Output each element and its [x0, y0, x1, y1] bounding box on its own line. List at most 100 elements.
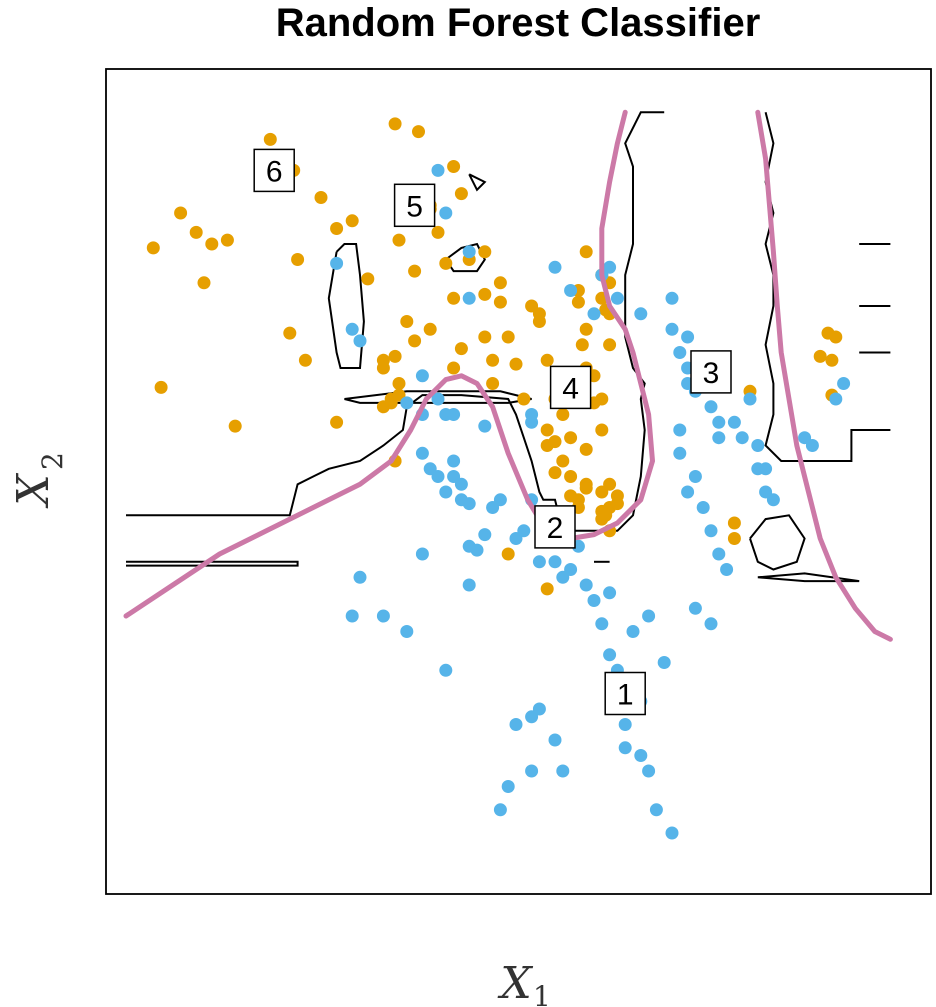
point-orange-1 [154, 380, 168, 394]
point-orange-48 [486, 377, 500, 390]
point-blue-74 [603, 260, 617, 274]
point-orange-75 [603, 477, 617, 491]
point-orange-21 [392, 377, 406, 390]
point-blue-106 [712, 547, 726, 561]
point-blue-56 [556, 764, 570, 778]
point-orange-86 [579, 245, 593, 259]
point-orange-13 [314, 191, 328, 204]
point-orange-104 [829, 330, 843, 344]
point-blue-52 [626, 625, 640, 638]
point-blue-109 [704, 617, 718, 631]
point-blue-57 [525, 764, 539, 778]
point-orange-12 [298, 353, 312, 367]
point-blue-59 [493, 803, 507, 817]
annotation-box [690, 350, 732, 394]
point-orange-27 [388, 349, 402, 363]
point-blue-48 [649, 803, 663, 817]
point-orange-41 [447, 361, 461, 375]
point-blue-84 [704, 400, 718, 414]
rf-boundary-line-5 [444, 242, 486, 273]
point-blue-87 [727, 415, 741, 429]
point-orange-25 [384, 396, 398, 410]
point-orange-10 [291, 253, 305, 266]
point-blue-55 [548, 733, 562, 747]
point-blue-5 [462, 245, 476, 259]
point-blue-60 [509, 718, 523, 731]
point-orange-49 [493, 276, 507, 290]
point-blue-67 [353, 570, 367, 584]
point-orange-82 [571, 295, 585, 309]
point-orange-79 [610, 497, 624, 511]
point-orange-109 [813, 349, 827, 363]
x-axis-label: X 1 [497, 958, 550, 1007]
point-orange-3 [189, 225, 203, 239]
annotation-box [253, 148, 295, 193]
point-orange-54 [517, 392, 531, 406]
point-blue-10 [431, 392, 445, 406]
point-blue-40 [587, 594, 601, 607]
point-blue-69 [462, 578, 476, 592]
point-blue-23 [447, 470, 461, 483]
point-blue-102 [681, 485, 695, 499]
y-axis-label: X 2 [8, 452, 69, 508]
point-orange-39 [454, 187, 468, 201]
point-blue-0 [330, 256, 344, 270]
point-orange-91 [603, 338, 617, 352]
point-blue-99 [751, 439, 765, 452]
point-orange-17 [361, 272, 375, 286]
point-orange-42 [454, 342, 468, 356]
point-blue-77 [665, 291, 679, 305]
point-blue-66 [345, 609, 359, 623]
point-orange-15 [330, 415, 344, 429]
annotation-text: 3 [703, 357, 720, 390]
point-blue-85 [712, 415, 726, 429]
point-orange-45 [478, 245, 492, 259]
x-axis-label-sub: 1 [533, 980, 551, 1007]
annotation-label-5: 5 [393, 183, 436, 228]
rf-boundary-line-1 [764, 112, 891, 462]
annotation-label-2: 2 [534, 505, 576, 549]
point-blue-72 [587, 307, 601, 321]
bayes-boundary-line-1 [755, 109, 893, 642]
point-blue-95 [829, 392, 843, 406]
point-orange-99 [579, 481, 593, 495]
point-orange-52 [509, 357, 523, 371]
annotation-label-4: 4 [549, 365, 592, 410]
point-orange-98 [564, 489, 578, 503]
point-blue-19 [439, 485, 453, 499]
point-orange-61 [556, 408, 570, 421]
rf-boundary-line-2 [126, 560, 299, 567]
point-blue-107 [720, 563, 734, 576]
point-blue-7 [415, 369, 429, 383]
point-blue-68 [415, 547, 429, 561]
annotation-box [534, 505, 576, 549]
point-blue-105 [704, 524, 718, 538]
point-orange-51 [501, 330, 515, 344]
y-axis-label-main: X [8, 473, 59, 509]
point-blue-47 [642, 764, 656, 778]
point-blue-78 [665, 322, 679, 336]
rf-boundary-line-6 [749, 514, 806, 571]
point-blue-86 [712, 431, 726, 445]
point-orange-5 [197, 276, 211, 290]
point-blue-76 [634, 307, 648, 321]
point-orange-64 [564, 470, 578, 483]
point-blue-15 [478, 419, 492, 433]
point-blue-79 [681, 330, 695, 344]
annotation-box [549, 365, 592, 410]
point-orange-7 [228, 419, 242, 433]
point-blue-41 [603, 586, 617, 600]
point-blue-62 [532, 702, 546, 716]
point-orange-37 [439, 256, 453, 270]
point-orange-108 [727, 516, 741, 530]
point-blue-42 [595, 617, 609, 631]
plot-frame [105, 68, 932, 895]
point-blue-103 [696, 501, 710, 514]
point-orange-106 [501, 547, 515, 561]
annotation-text: 4 [562, 372, 579, 405]
point-blue-20 [447, 454, 461, 468]
point-blue-31 [517, 524, 531, 538]
point-blue-27 [478, 528, 492, 542]
point-blue-12 [447, 408, 461, 421]
annotation-label-1: 1 [604, 671, 646, 716]
